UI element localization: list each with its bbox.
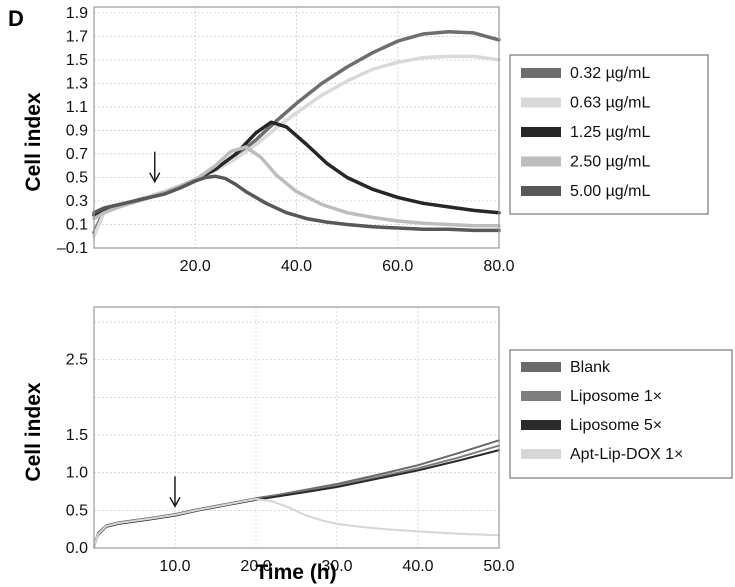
top-chart-y-axis-label: Cell index [22, 92, 45, 192]
legend-swatch-2 [521, 97, 561, 108]
bottom-chart-x-axis-label: Time (h) [255, 561, 336, 584]
panel-label: D [8, 6, 24, 31]
legend-swatch-4 [521, 449, 561, 459]
y-tick-label: 1.9 [66, 5, 88, 22]
top-chart: –0.1 0.1 0.3 0.5 0.7 0.9 1.1 1.3 1.5 1.7 1.9 20.0 4… [22, 5, 515, 275]
y-tick-label: 1.5 [66, 52, 88, 69]
legend-label-2: Liposome 1× [570, 388, 662, 405]
legend-swatch-1 [521, 68, 561, 78]
legend-label-3: Liposome 5× [570, 417, 662, 434]
y-tick-label: 1.1 [66, 99, 88, 116]
y-tick-label: 1.3 [66, 75, 88, 92]
y-tick-label: 1.0 [66, 465, 88, 482]
bottom-chart-frame [93, 306, 500, 549]
x-tick-label: 20.0 [240, 558, 271, 575]
y-tick-label: 0.7 [66, 146, 88, 163]
top-chart-grid [94, 7, 500, 249]
y-tick-label: 2.5 [66, 352, 88, 369]
legend-label-3: 1.25 µg/mL [570, 124, 650, 141]
series-line-2 [93, 444, 500, 548]
top-chart-x-ticks: 20.0 40.0 60.0 80.0 [180, 258, 515, 275]
y-tick-label: 0.9 [66, 122, 88, 139]
bottom-chart-y-ticks: 0.0 0.5 1.0 1.5 2.5 [66, 352, 88, 557]
bottom-chart-arrow [169, 476, 181, 508]
y-tick-label: 1.5 [66, 427, 88, 444]
bottom-chart-x-ticks: 10.0 20.0 30.0 40.0 50.0 [159, 558, 514, 575]
legend-label-1: 0.32 µg/mL [570, 65, 650, 82]
arrow-head [149, 172, 161, 184]
bottom-chart-y-axis-label: Cell index [22, 382, 45, 482]
x-tick-label: 10.0 [159, 558, 190, 575]
legend-label-4: 2.50 µg/mL [570, 154, 650, 171]
top-chart-arrow [149, 151, 161, 184]
legend-label-5: 5.00 µg/mL [570, 183, 650, 200]
top-chart-y-ticks: –0.1 0.1 0.3 0.5 0.7 0.9 1.1 1.3 1.5 1.7 1.9 [57, 5, 88, 257]
legend-swatch-2 [521, 391, 561, 401]
x-tick-label: 80.0 [483, 258, 514, 275]
top-chart-legend: 0.32 µg/mL 0.63 µg/mL 1.25 µg/mL 2.50 µg/mL… [509, 54, 709, 215]
bottom-chart: 0.0 0.5 1.0 1.5 2.5 10.0 20.0 30.0 40.0 50.0 Cel… [22, 306, 515, 584]
series-line-4 [93, 498, 500, 548]
y-tick-label: 0.5 [66, 502, 88, 519]
x-tick-label: 60.0 [382, 258, 413, 275]
arrow-head [169, 497, 181, 508]
legend-swatch-3 [521, 127, 561, 137]
x-tick-label: 20.0 [180, 258, 211, 275]
legend-label-4: Apt-Lip-DOX 1× [570, 446, 683, 463]
legend-swatch-3 [521, 420, 561, 430]
top-chart-lines [92, 29, 501, 238]
y-tick-label: 1.7 [66, 28, 88, 45]
x-tick-label: 40.0 [402, 558, 433, 575]
bottom-chart-legend: Blank Liposome 1× Liposome 5× Apt-Lip-DOX 1… [509, 349, 733, 479]
legend-label-1: Blank [570, 359, 611, 376]
y-tick-label: 0.5 [66, 169, 88, 186]
series-line-5 [92, 174, 501, 233]
x-tick-label: 40.0 [281, 258, 312, 275]
y-tick-label: 0.1 [66, 216, 88, 233]
y-tick-label: –0.1 [57, 240, 88, 257]
x-tick-label: 30.0 [321, 558, 352, 575]
top-chart-frame [93, 6, 500, 249]
legend-swatch-5 [521, 186, 561, 196]
legend-swatch-1 [521, 362, 561, 372]
legend-label-2: 0.63 µg/mL [570, 95, 650, 112]
bottom-chart-lines [93, 439, 500, 548]
y-tick-label: 0.3 [66, 193, 88, 210]
y-tick-label: 0.0 [66, 540, 88, 557]
legend-swatch-4 [521, 156, 561, 167]
x-tick-label: 50.0 [483, 558, 514, 575]
